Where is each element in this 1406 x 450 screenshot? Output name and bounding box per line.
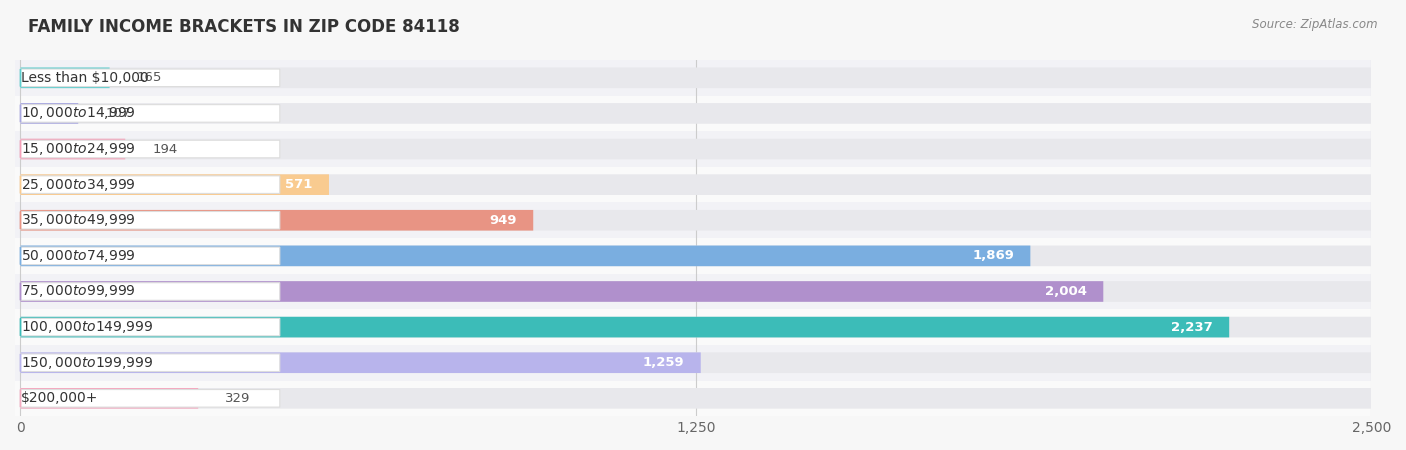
- Text: $10,000 to $14,999: $10,000 to $14,999: [21, 105, 135, 122]
- FancyBboxPatch shape: [21, 103, 1371, 124]
- Text: $25,000 to $34,999: $25,000 to $34,999: [21, 177, 135, 193]
- FancyBboxPatch shape: [21, 354, 280, 372]
- FancyBboxPatch shape: [21, 140, 280, 158]
- FancyBboxPatch shape: [21, 352, 700, 373]
- Text: 2,237: 2,237: [1171, 320, 1213, 333]
- FancyBboxPatch shape: [21, 317, 1229, 338]
- FancyBboxPatch shape: [21, 174, 1371, 195]
- FancyBboxPatch shape: [21, 318, 280, 336]
- Bar: [15, 60, 1371, 95]
- FancyBboxPatch shape: [21, 103, 79, 124]
- Bar: [15, 309, 1371, 345]
- FancyBboxPatch shape: [21, 105, 280, 122]
- Text: 1,259: 1,259: [643, 356, 685, 369]
- Text: $50,000 to $74,999: $50,000 to $74,999: [21, 248, 135, 264]
- Bar: [15, 381, 1371, 416]
- FancyBboxPatch shape: [21, 210, 1371, 230]
- FancyBboxPatch shape: [21, 68, 1371, 88]
- FancyBboxPatch shape: [21, 390, 280, 407]
- Text: Source: ZipAtlas.com: Source: ZipAtlas.com: [1253, 18, 1378, 31]
- FancyBboxPatch shape: [21, 174, 329, 195]
- Text: 949: 949: [489, 214, 517, 227]
- Text: 194: 194: [152, 143, 177, 156]
- Text: 107: 107: [105, 107, 131, 120]
- Text: $35,000 to $49,999: $35,000 to $49,999: [21, 212, 135, 228]
- Text: $150,000 to $199,999: $150,000 to $199,999: [21, 355, 153, 371]
- Text: $100,000 to $149,999: $100,000 to $149,999: [21, 319, 153, 335]
- FancyBboxPatch shape: [21, 176, 280, 194]
- Bar: [15, 167, 1371, 202]
- Text: 1,869: 1,869: [973, 249, 1014, 262]
- Text: Less than $10,000: Less than $10,000: [21, 71, 149, 85]
- FancyBboxPatch shape: [21, 139, 125, 159]
- FancyBboxPatch shape: [21, 210, 533, 230]
- FancyBboxPatch shape: [21, 283, 280, 300]
- FancyBboxPatch shape: [21, 68, 110, 88]
- FancyBboxPatch shape: [21, 281, 1104, 302]
- Bar: [15, 345, 1371, 381]
- Text: 329: 329: [225, 392, 250, 405]
- Text: FAMILY INCOME BRACKETS IN ZIP CODE 84118: FAMILY INCOME BRACKETS IN ZIP CODE 84118: [28, 18, 460, 36]
- Bar: [15, 238, 1371, 274]
- FancyBboxPatch shape: [21, 352, 1371, 373]
- FancyBboxPatch shape: [21, 317, 1371, 338]
- Text: 2,004: 2,004: [1045, 285, 1087, 298]
- Text: 165: 165: [136, 71, 162, 84]
- Bar: [15, 95, 1371, 131]
- FancyBboxPatch shape: [21, 212, 280, 229]
- Text: $15,000 to $24,999: $15,000 to $24,999: [21, 141, 135, 157]
- FancyBboxPatch shape: [21, 281, 1371, 302]
- Text: $200,000+: $200,000+: [21, 392, 98, 405]
- FancyBboxPatch shape: [21, 139, 1371, 159]
- FancyBboxPatch shape: [21, 388, 1371, 409]
- FancyBboxPatch shape: [21, 247, 280, 265]
- Bar: [15, 131, 1371, 167]
- Text: 571: 571: [285, 178, 312, 191]
- Text: $75,000 to $99,999: $75,000 to $99,999: [21, 284, 135, 300]
- Bar: [15, 274, 1371, 309]
- Bar: [15, 202, 1371, 238]
- FancyBboxPatch shape: [21, 69, 280, 86]
- FancyBboxPatch shape: [21, 246, 1031, 266]
- FancyBboxPatch shape: [21, 246, 1371, 266]
- FancyBboxPatch shape: [21, 388, 198, 409]
